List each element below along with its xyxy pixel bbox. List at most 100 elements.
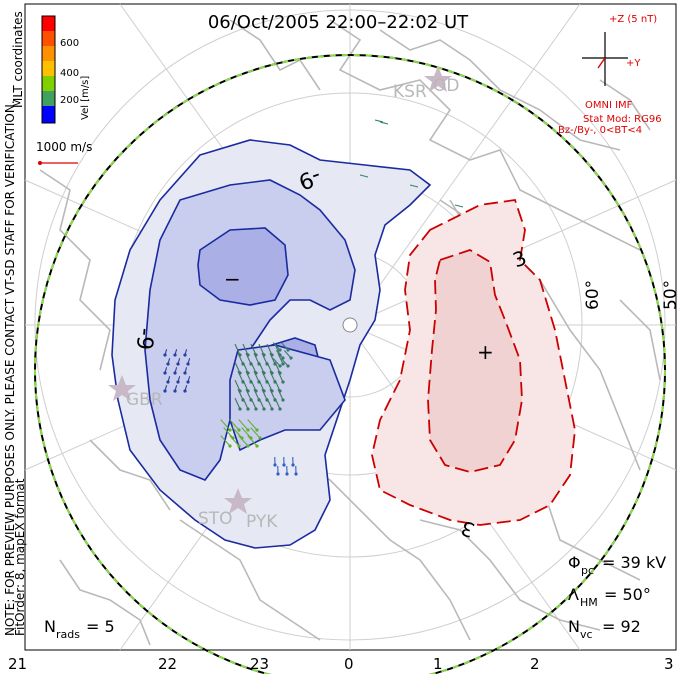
velocity-vector — [245, 388, 252, 401]
velocity-vector-origin — [237, 428, 241, 432]
velocity-vector-origin — [246, 444, 250, 448]
velocity-vector — [245, 352, 252, 365]
velocity-vector — [454, 204, 464, 208]
colorbar-label: Vel [m/s] — [80, 76, 91, 120]
velocity-vector — [258, 343, 265, 356]
velocity-vector-origin — [228, 444, 232, 448]
velocity-vector — [258, 361, 265, 374]
velocity-vector-origin — [183, 371, 187, 375]
velocity-vector — [229, 419, 240, 431]
velocity-vector-origin — [186, 380, 190, 384]
colorbar-tick-400: 400 — [60, 68, 79, 79]
velocity-vector-origin — [281, 362, 285, 366]
velocity-vector — [237, 388, 244, 401]
svg-text:rads: rads — [56, 628, 80, 641]
velocity-vector — [269, 370, 276, 383]
velocity-vector — [280, 342, 289, 351]
svg-text:= 92: = 92 — [602, 617, 641, 636]
velocity-vector — [229, 435, 240, 447]
velocity-vector-origin — [183, 389, 187, 393]
velocity-vectors — [163, 119, 464, 476]
imf-source: OMNI IMF — [585, 100, 633, 111]
fit-order-label: FitOrder: 8, mapEX format — [13, 478, 27, 636]
velocity-vector — [266, 379, 273, 392]
velocity-vector-origin — [258, 436, 262, 440]
lat-label-50: 50° — [661, 280, 680, 310]
mlt-label-3: 3 — [664, 655, 674, 673]
svg-text:Λ: Λ — [568, 585, 579, 604]
velocity-vector-origin — [163, 371, 167, 375]
station-label-sto: STO — [198, 509, 233, 529]
velocity-vector-origin — [291, 463, 295, 467]
svg-text:N: N — [568, 617, 580, 636]
station-label-od: OD — [433, 76, 459, 96]
svg-text:vc: vc — [580, 628, 593, 641]
velocity-vector — [272, 342, 281, 351]
stat-phi-pc: Φ pc = 39 kV — [568, 553, 666, 577]
velocity-colorbar — [41, 15, 56, 124]
magnetic-pole-marker — [342, 317, 358, 333]
coords-label: MLT coordinates — [11, 11, 25, 108]
velocity-vector-origin — [173, 371, 177, 375]
velocity-vector — [242, 379, 249, 392]
velocity-vector-origin — [246, 407, 250, 411]
velocity-vector — [234, 397, 241, 410]
imf-condition: Bz-/By-, 0<BT<4 — [558, 125, 642, 136]
velocity-vector — [261, 352, 268, 365]
stat-lambda-hm: Λ HM = 50° — [568, 585, 651, 609]
velocity-vector — [250, 427, 261, 439]
velocity-vector-origin — [255, 428, 259, 432]
velocity-vector — [253, 352, 260, 365]
velocity-vector — [277, 388, 284, 401]
preview-note: NOTE: FOR PREVIEW PURPOSES ONLY. PLEASE … — [3, 100, 17, 636]
velocity-vector — [220, 435, 231, 447]
contour-label-neg-left: -9 — [131, 327, 158, 351]
velocity-vector-origin — [278, 348, 282, 352]
velocity-vector — [245, 370, 252, 383]
scale-vector-label: 1000 m/s — [36, 140, 92, 154]
velocity-vector — [277, 352, 284, 365]
velocity-vector-origin — [254, 407, 258, 411]
velocity-vector-origin — [278, 364, 282, 368]
velocity-vector-origin — [246, 428, 250, 432]
velocity-vector — [409, 184, 419, 188]
velocity-vector — [250, 343, 257, 356]
velocity-vector — [253, 370, 260, 383]
heppner-maynard-boundary-green — [34, 54, 666, 674]
velocity-vector-origin — [270, 407, 274, 411]
svg-text:pc: pc — [581, 564, 594, 577]
velocity-vector — [275, 350, 284, 359]
velocity-vector — [242, 343, 249, 356]
velocity-vector — [359, 174, 369, 178]
velocity-vector-origin — [281, 398, 285, 402]
velocity-vector — [266, 361, 273, 374]
colorbar-tick-200: 200 — [60, 95, 79, 106]
svg-text:= 5: = 5 — [86, 617, 115, 636]
velocity-vector — [242, 361, 249, 374]
velocity-vector-origin — [176, 362, 180, 366]
velocity-vector — [272, 358, 281, 367]
mlt-label-1: 1 — [433, 655, 443, 673]
velocity-vector — [269, 352, 276, 365]
velocity-vector-origin — [238, 407, 242, 411]
imf-model: Stat Mod: RG96 — [583, 114, 662, 125]
velocity-vector — [238, 435, 249, 447]
velocity-vector-origin — [255, 444, 259, 448]
velocity-vector — [247, 419, 258, 431]
velocity-vector — [277, 370, 284, 383]
stat-n-rads: N rads = 5 — [44, 617, 115, 641]
mlt-label-21: 21 — [8, 655, 27, 673]
velocity-vector — [223, 427, 234, 439]
velocity-vector-origin — [273, 463, 277, 467]
velocity-vector-origin — [294, 472, 298, 476]
velocity-vector-origin — [285, 472, 289, 476]
map-title: 06/Oct/2005 22:00–22:02 UT — [208, 12, 469, 33]
station-markers — [108, 66, 452, 514]
velocity-vector — [261, 370, 268, 383]
velocity-vector-origin — [281, 380, 285, 384]
svg-text:HM: HM — [580, 596, 598, 609]
velocity-vector — [250, 379, 257, 392]
mlt-label-2: 2 — [530, 655, 540, 673]
velocity-vector — [250, 361, 257, 374]
